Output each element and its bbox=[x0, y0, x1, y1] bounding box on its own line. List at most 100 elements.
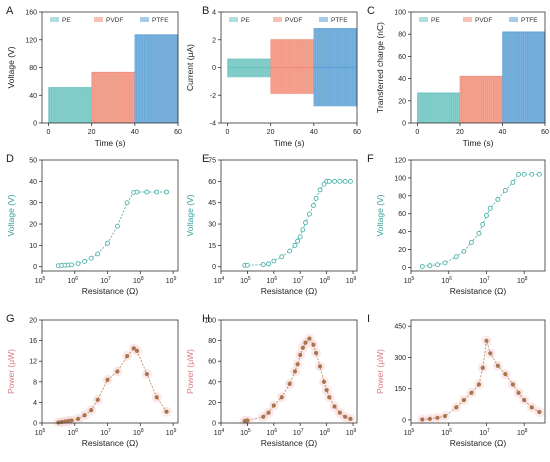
x-tick-label: 109 bbox=[346, 428, 357, 437]
power-point bbox=[95, 397, 100, 402]
panel-label-d: D bbox=[6, 153, 14, 165]
y-tick-label: 2 bbox=[212, 37, 216, 44]
power-point bbox=[454, 405, 459, 410]
power-point bbox=[327, 395, 332, 400]
power-point bbox=[271, 403, 276, 408]
voltage-point bbox=[495, 196, 501, 202]
voltage-point bbox=[260, 262, 266, 268]
power-point bbox=[89, 408, 94, 413]
y-tick-label: 30 bbox=[208, 222, 216, 229]
plot-area-g bbox=[53, 343, 172, 428]
power-point bbox=[154, 395, 159, 400]
legend-label-ptfe: PTFE bbox=[331, 17, 348, 24]
power-curve-g bbox=[58, 347, 167, 423]
voltage-point bbox=[313, 195, 319, 201]
axes-frame-i bbox=[410, 319, 546, 424]
axes-frame-f bbox=[410, 159, 546, 272]
power-point bbox=[300, 345, 305, 350]
power-point bbox=[56, 420, 61, 425]
plot-area-e bbox=[242, 178, 353, 268]
y-tick-label: 100 bbox=[394, 10, 406, 17]
axes-frame-h bbox=[220, 319, 358, 424]
x-axis-title-c: Time (s) bbox=[463, 138, 494, 148]
y-tick-label: 0 bbox=[33, 421, 37, 428]
legend-c: PE PVDF PTFE bbox=[419, 17, 538, 24]
y-tick-label: 0 bbox=[212, 421, 216, 428]
y-axis-title-i: Power (μW) bbox=[375, 349, 385, 394]
x-tick-label: 106 bbox=[441, 428, 452, 437]
signal-peaks-pe bbox=[48, 87, 92, 123]
power-point bbox=[480, 365, 485, 370]
legend-swatch-pe bbox=[229, 17, 238, 22]
voltage-point bbox=[292, 242, 298, 248]
y-tick-label: 0 bbox=[402, 121, 406, 128]
x-tick-label: 107 bbox=[293, 428, 304, 437]
voltage-point bbox=[317, 187, 323, 193]
x-tick-label: 108 bbox=[133, 428, 144, 437]
voltage-point bbox=[154, 189, 160, 195]
axes-frame-g bbox=[41, 319, 179, 424]
y-tick-label: 45 bbox=[208, 200, 216, 207]
voltage-point bbox=[347, 178, 353, 184]
voltage-point bbox=[461, 248, 467, 254]
y-tick-label: 100 bbox=[204, 318, 216, 325]
x-tick-label: 40 bbox=[499, 129, 507, 136]
power-point bbox=[125, 353, 130, 359]
x-axis-title-g: Resistance (Ω) bbox=[82, 438, 139, 448]
y-axis-title-g: Power (μW) bbox=[6, 349, 16, 394]
voltage-point bbox=[114, 223, 120, 229]
plot-area-i bbox=[417, 335, 545, 425]
power-point bbox=[442, 414, 448, 419]
legend-label-pvdf: PVDF bbox=[285, 17, 302, 24]
y-tick-label: 10 bbox=[29, 243, 37, 250]
voltage-point bbox=[453, 254, 459, 260]
y-tick-label: 300 bbox=[394, 355, 406, 362]
y-tick-label: 40 bbox=[398, 229, 406, 236]
x-tick-label: 108 bbox=[319, 428, 330, 437]
y-tick-label: 120 bbox=[25, 37, 37, 44]
x-tick-label: 104 bbox=[214, 276, 225, 285]
legend-swatch-ptfe bbox=[319, 17, 328, 22]
legend-swatch-ptfe bbox=[140, 17, 149, 22]
x-axis-title-i: Resistance (Ω) bbox=[450, 438, 507, 448]
legend-label-pe: PE bbox=[241, 17, 250, 24]
voltage-point bbox=[82, 258, 88, 264]
voltage-point bbox=[310, 203, 316, 208]
x-axis-title-e: Resistance (Ω) bbox=[261, 286, 318, 296]
x-tick-label: 107 bbox=[100, 276, 111, 285]
plot-area-a bbox=[48, 34, 179, 123]
voltage-point bbox=[287, 248, 293, 254]
voltage-point bbox=[105, 240, 110, 246]
y-tick-label: 20 bbox=[29, 222, 37, 229]
y-tick-label: 60 bbox=[398, 211, 406, 218]
voltage-point bbox=[529, 171, 535, 177]
x-axis-title-h: Resistance (Ω) bbox=[261, 438, 318, 448]
power-point bbox=[75, 416, 81, 421]
legend-b: PE PVDF PTFE bbox=[229, 17, 348, 24]
y-tick-label: 15 bbox=[208, 243, 216, 250]
voltage-point bbox=[468, 239, 474, 245]
power-point bbox=[62, 419, 68, 424]
voltage-point bbox=[480, 222, 486, 227]
voltage-point bbox=[476, 230, 482, 236]
x-tick-label: 106 bbox=[267, 428, 278, 437]
y-tick-label: 4 bbox=[33, 400, 37, 407]
legend-label-ptfe: PTFE bbox=[152, 17, 169, 24]
power-point bbox=[144, 371, 149, 377]
voltage-point bbox=[279, 254, 285, 260]
voltage-point bbox=[266, 261, 271, 267]
signal-peaks-pvdf bbox=[459, 76, 503, 123]
power-point bbox=[298, 352, 303, 358]
power-point bbox=[537, 409, 542, 415]
legend-label-pe: PE bbox=[431, 17, 440, 24]
power-point bbox=[324, 387, 329, 393]
y-tick-label: 100 bbox=[394, 175, 406, 182]
x-tick-label: 106 bbox=[267, 276, 278, 285]
y-tick-label: 75 bbox=[208, 158, 216, 165]
y-tick-label: 80 bbox=[398, 193, 406, 200]
voltage-point bbox=[69, 262, 74, 268]
x-tick-label: 109 bbox=[166, 428, 177, 437]
x-tick-label: 60 bbox=[353, 129, 361, 136]
power-point bbox=[484, 338, 489, 343]
power-point bbox=[348, 416, 353, 421]
